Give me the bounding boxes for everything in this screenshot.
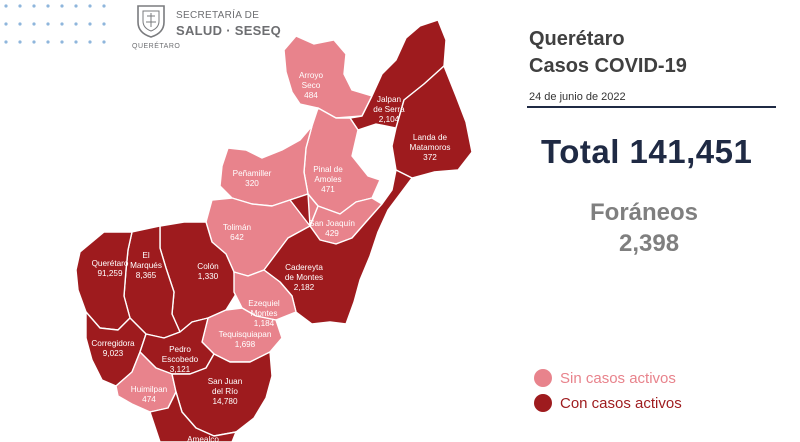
total-cases: Total 141,451 [541, 133, 753, 170]
seal-caption: QUERÉTARO [132, 43, 181, 50]
region-queretaro [75, 231, 133, 331]
title-line1: Querétaro [529, 28, 625, 50]
label-ezequiel-montes: Ezequiel Montes 1,184 [248, 299, 280, 328]
label-amealco: Amealco [187, 435, 219, 442]
foraneos-value: 2,398 [619, 230, 680, 257]
label-pinal-de-amoles: Pinal de Amoles 471 [313, 165, 343, 194]
label-pe-amiller: Peñamiller 320 [233, 169, 272, 188]
label-col-n: Colón 1,330 [197, 262, 219, 281]
label-el-marqu-s: El Marqués 8,365 [130, 251, 162, 280]
agency-name-line2: SALUD · SESEQ [176, 23, 282, 38]
legend-swatch-inactive [534, 369, 552, 387]
legend-label-active: Con casos activos [560, 395, 682, 412]
label-arroyo-seco: Arroyo Seco 484 [299, 71, 324, 100]
agency-logo: SECRETARÍA DE SALUD · SESEQ QUERÉTARO [130, 2, 290, 54]
foraneos-label: Foráneos [590, 199, 699, 226]
label-tequisquiapan: Tequisquiapan 1,698 [219, 330, 272, 349]
label-quer-taro: Querétaro 91,259 [92, 259, 129, 278]
label-jalpan-de-serra: Jalpan de Serra 2,104 [373, 95, 405, 124]
legend-label-inactive: Sin casos activos [560, 370, 676, 387]
region-penamiller [219, 125, 313, 207]
report-date: 24 de junio de 2022 [529, 91, 626, 103]
region-landa-de-matamoros [391, 65, 473, 179]
state-seal-icon [137, 5, 165, 38]
title-underline [527, 106, 776, 108]
label-tolim-n: Tolimán 642 [223, 223, 252, 242]
agency-name-line1: SECRETARÍA DE [176, 10, 260, 21]
title-line2: Casos COVID-19 [529, 55, 687, 77]
label-huimilpan: Huimilpan 474 [131, 385, 168, 404]
dot-pattern [4, 4, 106, 44]
legend-swatch-active [534, 394, 552, 412]
label-corregidora: Corregidora 9,023 [91, 339, 135, 358]
region-ezequiel-montes [233, 269, 297, 321]
label-pedro-escobedo: Pedro Escobedo 3,121 [162, 345, 199, 374]
label-san-juan-del-r-o: San Juan del Río 14,780 [208, 377, 243, 406]
label-san-joaqu-n: San Joaquín 429 [309, 219, 355, 238]
region-amealco [149, 391, 237, 442]
label-cadereyta-de-montes: Cadereyta de Montes 2,182 [285, 263, 323, 292]
label-landa-de-matamoros: Landa de Matamoros 372 [410, 133, 451, 162]
region-arroyo-seco [283, 35, 373, 119]
